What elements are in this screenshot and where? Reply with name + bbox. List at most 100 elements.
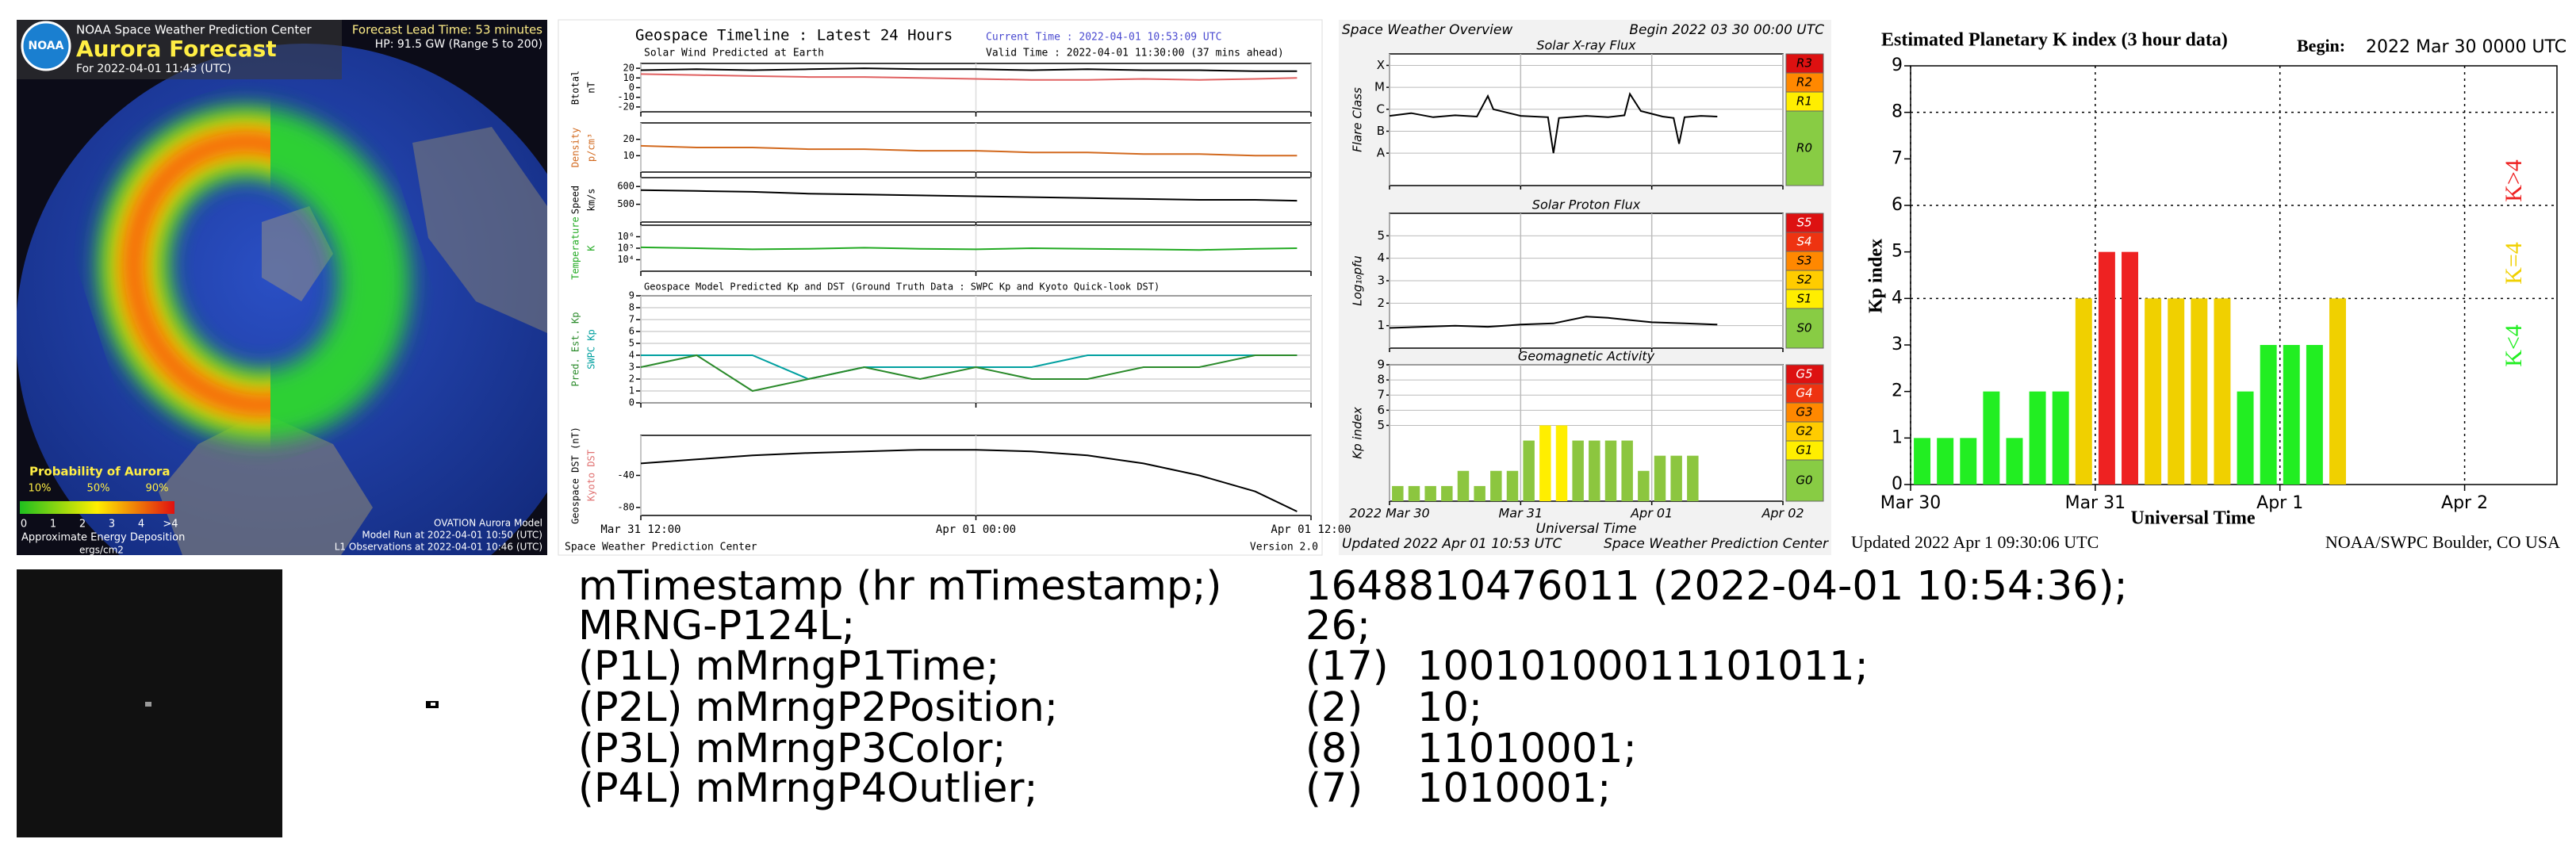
- x-tick-label: Mar 31: [1499, 506, 1543, 521]
- data-line: [640, 144, 1298, 157]
- y-tick-label: 5: [1377, 228, 1385, 243]
- y-tick-label: 5: [1892, 242, 1903, 262]
- kp-xlabel: Universal Time: [2130, 508, 2255, 529]
- model-name: OVATION Aurora Model: [434, 518, 542, 529]
- y-tick-label: 5: [629, 338, 634, 349]
- bar: [2145, 298, 2162, 485]
- aurora-core: [123, 131, 270, 416]
- console-code: (2): [1305, 684, 1363, 731]
- data-line: [640, 449, 1298, 512]
- bar: [1555, 425, 1568, 501]
- y-tick-label: 0: [629, 82, 634, 93]
- l1-obs: L1 Observations at 2022-04-01 10:46 (UTC…: [335, 542, 542, 553]
- bar: [2098, 251, 2115, 485]
- y-tick-label: 20: [623, 63, 634, 74]
- energy-units: ergs/cm2: [79, 545, 124, 556]
- console-label: mTimestamp (hr mTimestamp;): [578, 563, 1221, 610]
- y-tick-label: 4: [629, 350, 634, 361]
- bar: [2075, 298, 2092, 485]
- aurora-intense: [109, 117, 270, 430]
- data-line: [640, 189, 1298, 202]
- bar: [1506, 470, 1519, 501]
- y-tick-label: 20: [623, 133, 634, 144]
- kp-title: Estimated Planetary K index (3 hour data…: [1881, 30, 2228, 51]
- panel-label: nT: [586, 82, 597, 93]
- y-tick-label: 10: [623, 150, 634, 161]
- bar: [1408, 485, 1420, 501]
- bar: [1523, 440, 1535, 501]
- console-code: (7): [1305, 765, 1363, 812]
- bar: [1490, 470, 1502, 501]
- bar: [2006, 438, 2023, 485]
- energy-tick: >4: [163, 519, 178, 531]
- scale-band: [1785, 53, 1824, 74]
- subplot-ylabel: Log₁₀pfu: [1351, 255, 1365, 305]
- console-value: 11010001;: [1417, 726, 1637, 772]
- panel-label: km/s: [586, 189, 597, 212]
- y-tick-label: 7: [1377, 388, 1385, 402]
- y-tick-label: A: [1377, 146, 1386, 160]
- y-tick-label: 10⁴: [617, 254, 634, 265]
- y-tick-label: 9: [1377, 358, 1385, 372]
- noaa-logo: [21, 21, 71, 71]
- scale-band-label: S5: [1796, 216, 1811, 230]
- data-line: [1389, 316, 1718, 329]
- scale-band: [1785, 459, 1824, 502]
- camera-dot: [145, 702, 151, 707]
- scale-band: [1785, 213, 1824, 233]
- scale-band-label: G0: [1796, 473, 1812, 488]
- y-tick-label: 6: [1377, 403, 1385, 417]
- x-tick-label: Apr 1: [2256, 493, 2303, 513]
- subplot-ylabel: Flare Class: [1351, 87, 1365, 152]
- y-tick-label: -80: [617, 501, 634, 512]
- bar: [1572, 440, 1584, 501]
- y-tick-label: 500: [617, 198, 634, 209]
- x-tick-label: Apr 01 00:00: [936, 523, 1016, 536]
- overview-xlabel: Universal Time: [1536, 521, 1637, 537]
- geospace-version: Version 2.0: [1250, 542, 1318, 554]
- overview-title: Space Weather Overview: [1342, 22, 1512, 38]
- legend-entry: K>4: [2501, 159, 2527, 202]
- console-code: (17): [1305, 643, 1389, 690]
- y-tick-label: 8: [629, 302, 634, 313]
- y-tick-label: 2: [1377, 296, 1385, 310]
- model-run: Model Run at 2022-04-01 10:50 (UTC): [362, 530, 542, 541]
- console-label: (P3L) mMrngP3Color;: [578, 726, 1006, 772]
- bar: [1441, 485, 1453, 501]
- panel-label: Kyoto DST: [586, 450, 597, 501]
- scale-band: [1785, 289, 1824, 309]
- console-value: 26;: [1305, 603, 1370, 649]
- scale-band-label: R3: [1796, 56, 1812, 71]
- cursor-glyph-light: [431, 703, 435, 706]
- data-line: [1389, 92, 1718, 154]
- bar: [1654, 455, 1666, 501]
- y-tick-label: 1: [1892, 427, 1903, 447]
- y-tick-label: 9: [629, 290, 634, 301]
- panel-label: Density: [570, 128, 581, 168]
- geospace-footer: Space Weather Prediction Center: [565, 542, 757, 554]
- bar: [2122, 251, 2138, 485]
- bar: [1914, 438, 1931, 485]
- legend-entry: K=4: [2501, 242, 2527, 285]
- y-tick-label: 3: [629, 362, 634, 373]
- subplot-frame: [1389, 364, 1784, 502]
- scale-band-label: G5: [1796, 367, 1812, 381]
- y-tick-label: 10⁶: [617, 231, 634, 242]
- energy-tick: 2: [79, 519, 86, 531]
- logo-text: NOAA: [29, 40, 64, 52]
- scale-band: [1785, 421, 1824, 442]
- scale-band-label: R0: [1796, 141, 1812, 155]
- scale-band-label: S1: [1796, 292, 1811, 306]
- bar: [2029, 391, 2046, 485]
- bar: [1392, 485, 1404, 501]
- console-value: 10;: [1417, 684, 1482, 731]
- bar: [1604, 440, 1617, 501]
- scale-band: [1785, 110, 1824, 186]
- x-tick-label: Mar 31: [2065, 493, 2126, 513]
- console-value: 1010001;: [1417, 765, 1611, 812]
- y-tick-label: M: [1374, 80, 1385, 94]
- panel-label: Pred. Est. Kp: [570, 312, 581, 387]
- bar: [2214, 298, 2231, 485]
- bar: [2052, 391, 2069, 485]
